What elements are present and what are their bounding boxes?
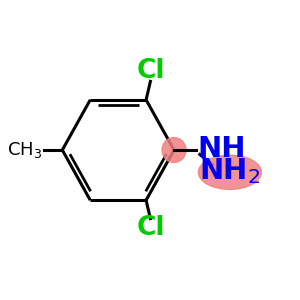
Ellipse shape xyxy=(198,155,261,189)
Ellipse shape xyxy=(162,138,186,162)
Text: CH$_3$: CH$_3$ xyxy=(7,140,42,160)
Text: NH$_2$: NH$_2$ xyxy=(199,156,260,186)
Text: Cl: Cl xyxy=(136,215,165,241)
Text: NH: NH xyxy=(197,134,245,163)
Text: Cl: Cl xyxy=(136,58,165,84)
